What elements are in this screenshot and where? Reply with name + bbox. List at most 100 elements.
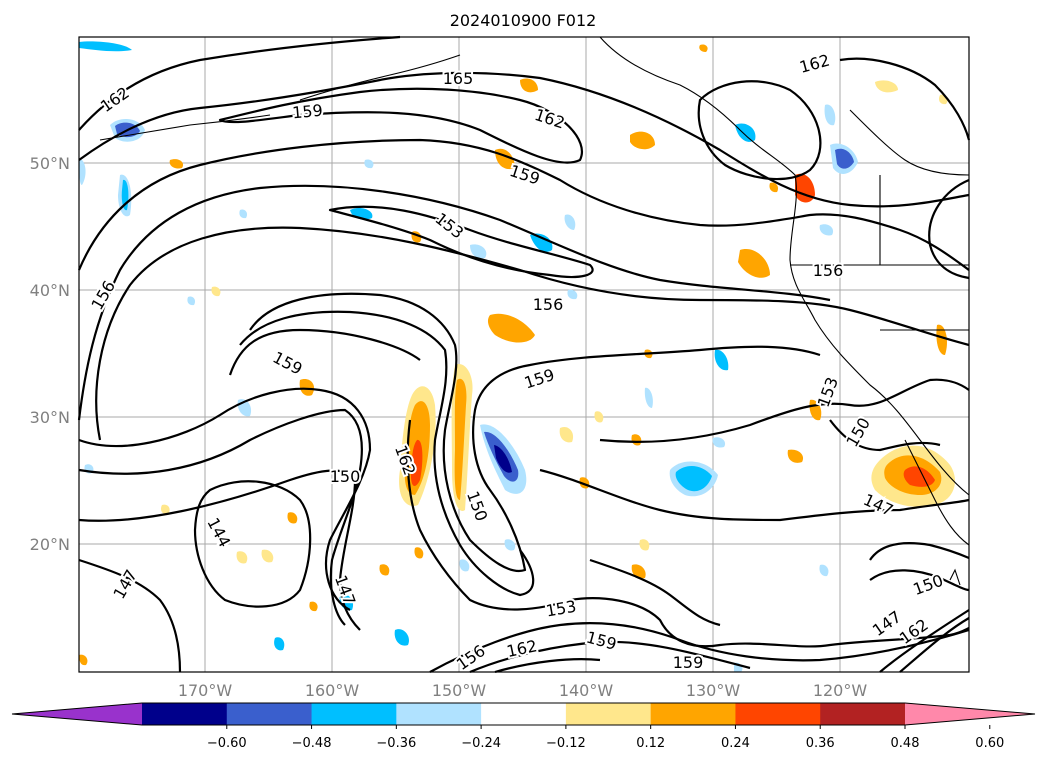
contour-line	[95, 226, 970, 441]
warm-patch	[309, 601, 318, 612]
contour-line	[839, 57, 971, 141]
cold-patch	[394, 629, 409, 646]
warm-patch	[738, 249, 770, 278]
colorbar-tick-label: −0.24	[461, 736, 501, 751]
warm-patch	[769, 182, 779, 193]
warm-patch	[639, 539, 650, 551]
map-panel: 165 162 159 156 153 150 147 144 162 159 …	[77, 35, 971, 676]
warm-patch	[299, 379, 315, 396]
lon-label: 130°W	[686, 681, 741, 700]
contour-line	[869, 542, 970, 561]
contour-line	[239, 310, 535, 597]
contour-label: 156	[533, 295, 564, 314]
warm-patch	[261, 549, 274, 563]
contour-line	[249, 292, 821, 573]
colorbar-tick-label: −0.48	[292, 736, 332, 751]
cold-patch	[364, 159, 374, 169]
colorbar-swatch	[396, 703, 482, 725]
colorbar-outline	[11, 702, 1036, 726]
contour-line	[228, 328, 421, 376]
cold-patch	[712, 437, 726, 448]
warm-patch	[699, 44, 708, 52]
canada-border	[849, 109, 970, 176]
warm-patch	[631, 564, 646, 579]
lat-label: 20°N	[30, 535, 70, 554]
contour-line	[406, 419, 970, 648]
cold-patch	[470, 244, 487, 259]
lon-label: 140°W	[559, 681, 614, 700]
contour-line	[78, 387, 372, 611]
colorbar: −0.60 −0.48 −0.36 −0.24 −0.12 0.12 0.24 0.36 0.4…	[11, 702, 1036, 751]
contour-line	[78, 408, 363, 626]
baja-coast	[904, 439, 970, 546]
lat-label: 50°N	[30, 154, 70, 173]
warm-patch	[487, 313, 535, 343]
contour-line	[599, 378, 970, 443]
colorbar-swatch	[226, 703, 313, 725]
contour-line	[697, 80, 822, 181]
colorbar-extend-max	[905, 703, 1035, 725]
lat-labels: 50°N 40°N 30°N 20°N	[30, 154, 70, 554]
cold-patch	[79, 41, 132, 52]
warm-patch	[236, 551, 248, 564]
contour-line	[469, 640, 751, 674]
contour-label: 159	[291, 101, 323, 123]
cold-patch	[824, 104, 836, 126]
contour-line	[494, 658, 601, 674]
contour-line	[899, 617, 970, 673]
colorbar-tick-label: 0.48	[891, 736, 920, 751]
contour-label: 156	[813, 261, 844, 280]
colorbar-tick-label: 0.60	[975, 736, 1004, 751]
warm-patch	[169, 159, 184, 169]
warm-patch	[211, 286, 221, 297]
cold-patch	[274, 637, 285, 651]
lat-label: 30°N	[30, 408, 70, 427]
contour-label: 165	[443, 69, 474, 88]
cold-patch	[79, 158, 86, 185]
colorbar-tick-label: 0.12	[636, 736, 665, 751]
cold-patch	[459, 559, 470, 572]
cold-patch	[187, 296, 196, 306]
cold-patch	[494, 445, 512, 473]
cold-patch	[564, 214, 576, 230]
cold-patch	[239, 209, 248, 219]
warm-patch	[160, 504, 170, 515]
colorbar-tick-label: 0.36	[806, 736, 835, 751]
contour-line	[879, 609, 970, 673]
lon-label: 120°W	[813, 681, 868, 700]
contour-line	[78, 558, 182, 673]
warm-patch	[936, 324, 948, 355]
alaska-peninsula	[299, 54, 461, 101]
contour-label: 162	[505, 636, 539, 661]
lon-label: 150°W	[432, 681, 487, 700]
lat-label: 40°N	[30, 281, 70, 300]
contour-line	[869, 569, 970, 592]
warm-patch	[875, 80, 898, 93]
height-contours	[77, 35, 971, 674]
contour-line	[78, 469, 361, 631]
warm-patch	[79, 654, 88, 666]
warm-patch	[787, 449, 804, 463]
lon-label: 170°W	[178, 681, 233, 700]
contour-line	[589, 558, 721, 627]
colorbar-swatch	[142, 703, 228, 725]
cold-patch	[819, 224, 834, 236]
cold-patch	[675, 466, 712, 492]
contour-line	[429, 622, 970, 673]
warm-patch	[520, 78, 538, 93]
contour-line	[328, 205, 594, 279]
map-background	[79, 37, 969, 672]
warm-patch	[410, 439, 423, 486]
contour-label: 159	[673, 653, 704, 672]
colorbar-swatch	[481, 703, 567, 725]
warm-patch	[379, 564, 390, 576]
warm-patch	[630, 131, 655, 150]
warm-patch	[559, 426, 574, 443]
warm-patch	[903, 466, 935, 487]
contour-line	[77, 184, 831, 421]
lon-labels: 170°W 160°W 150°W 140°W 130°W 120°W	[178, 681, 868, 700]
island	[949, 568, 961, 586]
colorbar-tick-label: −0.12	[546, 736, 586, 751]
cold-patch	[835, 148, 854, 169]
